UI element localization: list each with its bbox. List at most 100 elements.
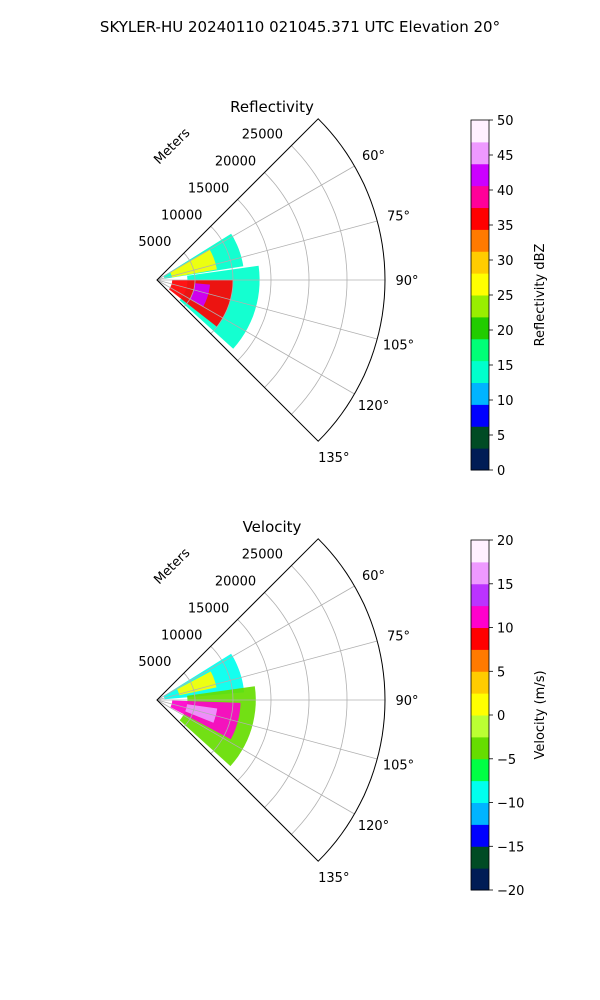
velocity-colorbar-segment [471, 671, 489, 694]
reflectivity-echo-region-4 [189, 283, 210, 307]
velocity-colorbar-segment [471, 780, 489, 804]
reflectivity-colorbar-tick-label: 35 [497, 219, 514, 234]
velocity-colorbar-segment [471, 846, 489, 869]
reflectivity-colorbar-segment [471, 229, 489, 252]
reflectivity-colorbar-tick-label: 20 [497, 324, 514, 339]
velocity-colorbar-tick-label: 15 [497, 578, 514, 593]
reflectivity-range-tick-label: 25000 [242, 128, 283, 143]
velocity-colorbar-tick-label: 0 [497, 709, 505, 724]
reflectivity-azimuth-spoke-4 [156, 279, 355, 395]
reflectivity-azimuth-tick-label: 75° [387, 209, 410, 224]
velocity-colorbar-segment [471, 824, 489, 847]
reflectivity-colorbar-tick-label: 5 [497, 429, 505, 444]
reflectivity-colorbar-segment [471, 448, 489, 471]
velocity-echo-region-1 [177, 671, 217, 696]
reflectivity-colorbar-tick-label: 15 [497, 359, 514, 374]
reflectivity-colorbar-tick-label: 25 [497, 289, 514, 304]
velocity-azimuth-tick-label: 90° [395, 694, 418, 709]
velocity-colorbar-segment [471, 736, 489, 760]
reflectivity-colorbar-segment [471, 273, 489, 296]
velocity-colorbar-segment [471, 540, 489, 563]
velocity-azimuth-tick-label: 60° [362, 569, 385, 584]
velocity-colorbar: −20 −15 −10 −5 0 5 10 15 20 Velocity (m/s) [470, 534, 548, 899]
reflectivity-colorbar-segment [471, 120, 489, 143]
velocity-colorbar-tick-label: 10 [497, 622, 514, 637]
reflectivity-azimuth-tick-label: 90° [395, 274, 418, 289]
velocity-colorbar-segment [471, 583, 489, 607]
reflectivity-colorbar-segment [471, 316, 489, 340]
reflectivity-azimuth-tick-label: 120° [358, 399, 389, 414]
velocity-colorbar-segment [471, 868, 489, 891]
reflectivity-range-axis-label: Meters [151, 126, 193, 168]
reflectivity-colorbar-segment [471, 185, 489, 209]
velocity-azimuth-spoke-0 [156, 585, 355, 701]
velocity-colorbar-tick-label: −15 [497, 840, 524, 855]
velocity-range-tick-label: 20000 [215, 575, 256, 590]
reflectivity-azimuth-spoke-1 [156, 220, 378, 281]
velocity-colorbar-segment [471, 715, 489, 738]
velocity-colorbar-label: Velocity (m/s) [533, 670, 548, 759]
reflectivity-range-tick-label: 15000 [188, 181, 229, 196]
velocity-azimuth-tick-label: 120° [358, 819, 389, 834]
velocity-colorbar-segment [471, 561, 489, 585]
velocity-range-tick-label: 10000 [161, 628, 202, 643]
velocity-range-tick-label: 25000 [242, 548, 283, 563]
velocity-azimuth-tick-label: 105° [383, 759, 414, 774]
reflectivity-title: Reflectivity [230, 98, 314, 116]
velocity-colorbar-tick-label: −20 [497, 884, 524, 899]
velocity-colorbar-segment [471, 649, 489, 672]
reflectivity-colorbar-segment [471, 141, 489, 165]
velocity-azimuth-spoke-1 [156, 640, 378, 701]
reflectivity-colorbar-tick-label: 45 [497, 149, 514, 164]
reflectivity-colorbar: 0 5 10 15 20 25 30 35 40 45 50 Reflectivity dBZ [470, 114, 548, 479]
velocity-colorbar-segment [471, 758, 489, 782]
reflectivity-colorbar-segment [471, 207, 489, 230]
velocity-panel: Velocity 5000 10000 15000 20000 25000 Meters 6… [138, 518, 548, 899]
reflectivity-colorbar-tick-label: 50 [497, 114, 514, 129]
reflectivity-azimuth-tick-label: 135° [318, 451, 349, 466]
reflectivity-colorbar-tick-label: 10 [497, 394, 514, 409]
reflectivity-range-tick-label: 10000 [161, 208, 202, 223]
velocity-azimuth-spoke-3 [156, 699, 378, 760]
velocity-colorbar-segment [471, 605, 489, 629]
reflectivity-azimuth-tick-label: 60° [362, 149, 385, 164]
reflectivity-azimuth-spoke-3 [156, 279, 378, 340]
reflectivity-range-tick-label: 5000 [138, 235, 171, 250]
reflectivity-azimuth-tick-label: 105° [383, 339, 414, 354]
reflectivity-sector: 5000 10000 15000 20000 25000 Meters 60° 75° 90° 1… [138, 118, 419, 466]
reflectivity-colorbar-segment [471, 163, 489, 187]
reflectivity-colorbar-tick-label: 40 [497, 184, 514, 199]
velocity-colorbar-segment [471, 627, 489, 650]
velocity-echo-region-4 [185, 704, 218, 723]
reflectivity-sector-outline [156, 118, 386, 442]
reflectivity-colorbar-segment [471, 404, 489, 427]
reflectivity-colorbar-tick-label: 0 [497, 464, 505, 479]
velocity-range-axis-label: Meters [151, 546, 193, 588]
reflectivity-colorbar-segment [471, 360, 489, 384]
velocity-colorbar-tick-label: 5 [497, 665, 505, 680]
velocity-colorbar-tick-label: −5 [497, 753, 516, 768]
velocity-azimuth-spoke-4 [156, 699, 355, 815]
velocity-colorbar-segment [471, 802, 489, 825]
velocity-sector-outline [156, 538, 386, 862]
reflectivity-range-tick-label: 20000 [215, 155, 256, 170]
velocity-title: Velocity [243, 518, 302, 536]
reflectivity-azimuth-spoke-0 [156, 165, 355, 281]
velocity-colorbar-tick-label: −10 [497, 797, 524, 812]
figure-suptitle: SKYLER-HU 20240110 021045.371 UTC Elevat… [100, 18, 500, 36]
reflectivity-colorbar-tick-label: 30 [497, 254, 514, 269]
velocity-colorbar-tick-label: 20 [497, 534, 514, 549]
reflectivity-echo-region-2 [170, 249, 217, 278]
reflectivity-colorbar-segment [471, 251, 489, 274]
velocity-sector: 5000 10000 15000 20000 25000 Meters 60° 75° 90° 1… [138, 538, 419, 886]
velocity-azimuth-tick-label: 75° [387, 629, 410, 644]
reflectivity-colorbar-segment [471, 295, 489, 318]
reflectivity-colorbar-segment [471, 426, 489, 449]
reflectivity-panel: Reflectivity 5000 10000 15000 20000 25000 Met… [138, 98, 548, 479]
reflectivity-colorbar-segment [471, 382, 489, 405]
velocity-range-tick-label: 5000 [138, 655, 171, 670]
velocity-azimuth-tick-label: 135° [318, 871, 349, 886]
velocity-range-tick-label: 15000 [188, 601, 229, 616]
velocity-colorbar-segment [471, 693, 489, 716]
